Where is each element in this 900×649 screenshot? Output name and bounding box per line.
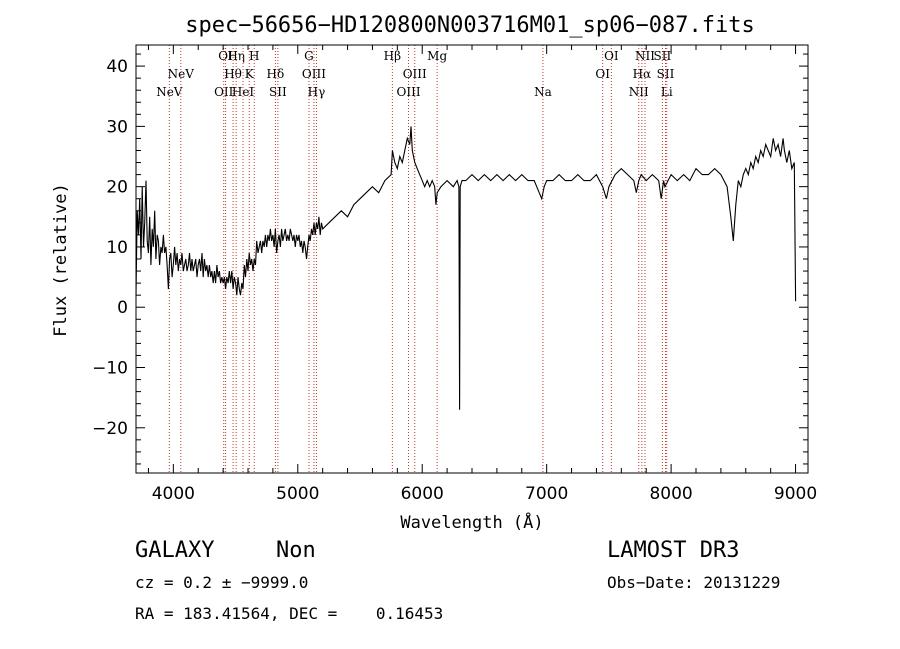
emission-line-label: SII [269, 85, 287, 99]
y-tick-label: 30 [106, 117, 128, 137]
emission-line-label: SII [657, 67, 675, 81]
emission-line-label: NeV [156, 85, 183, 99]
y-tick-label: −10 [92, 359, 128, 379]
x-tick-label: 4000 [152, 484, 195, 504]
subclass-label: Non [276, 538, 316, 563]
plot-frame [135, 44, 809, 474]
y-tick-label: 40 [106, 57, 128, 77]
emission-line-label: Hδ [267, 67, 285, 81]
spectrum-chart: spec−56656−HD120800N003716M01_sp06−087.f… [51, 13, 817, 533]
emission-line-label: G [304, 49, 314, 63]
x-tick-label: 9000 [774, 484, 817, 504]
emission-line-label: Hγ [308, 85, 326, 99]
emission-line-label: Na [534, 85, 552, 99]
emission-line-label: NII [629, 85, 649, 99]
emission-line-label: H [249, 49, 259, 63]
emission-line-label: OI [604, 49, 619, 63]
x-tick-label: 6000 [401, 484, 444, 504]
emission-line-label: OIII [302, 67, 326, 81]
emission-line-label: HeI [232, 85, 255, 99]
y-tick-label: −20 [92, 419, 128, 439]
series-layer [135, 126, 797, 410]
emission-line-label: NII [635, 49, 655, 63]
emission-line-label: Li [661, 85, 673, 99]
emission-line-label: Hα [633, 67, 652, 81]
emission-line-label: SII [654, 49, 672, 63]
radec-line: RA = 183.41564, DEC = 0.16453 [135, 604, 444, 623]
emission-line-label: OI [595, 67, 610, 81]
survey-label: LAMOST DR3 [607, 538, 740, 563]
emission-line-label: Hβ [384, 49, 401, 63]
emission-line-label: Mg [427, 49, 447, 63]
axis-ticks-layer: 4000 5000 6000 7000 8000 9000 −20 −10 0 10 20 30 40 [92, 45, 817, 504]
x-tick-label: 8000 [649, 484, 692, 504]
y-axis-label: Flux (relative) [51, 183, 71, 337]
x-tick-label: 7000 [525, 484, 568, 504]
x-axis-label: Wavelength (Å) [400, 511, 543, 533]
y-tick-label: 10 [106, 238, 128, 258]
emission-lines-layer: NeVNeVOIIOIHθHηHeIKHHδSIIGOIIIHγHβOIIIOI… [156, 45, 675, 473]
cz-line: cz = 0.2 ± −9999.0 [135, 573, 309, 592]
emission-line-label: K [245, 67, 255, 81]
spectrum-line [135, 126, 797, 410]
emission-line-label: NeV [168, 67, 195, 81]
emission-line-label: Hη [227, 49, 245, 63]
y-tick-label: 0 [117, 298, 128, 318]
emission-line-label: OIII [403, 67, 427, 81]
x-tick-label: 5000 [276, 484, 319, 504]
y-tick-label: 20 [106, 178, 128, 198]
class-label: GALAXY [135, 538, 215, 563]
emission-line-label: Hθ [224, 67, 242, 81]
chart-title: spec−56656−HD120800N003716M01_sp06−087.f… [185, 13, 755, 38]
emission-line-label: OI [218, 49, 233, 63]
emission-line-label: OII [214, 85, 234, 99]
emission-line-label: OIII [397, 85, 421, 99]
obs-date: Obs−Date: 20131229 [607, 573, 781, 592]
